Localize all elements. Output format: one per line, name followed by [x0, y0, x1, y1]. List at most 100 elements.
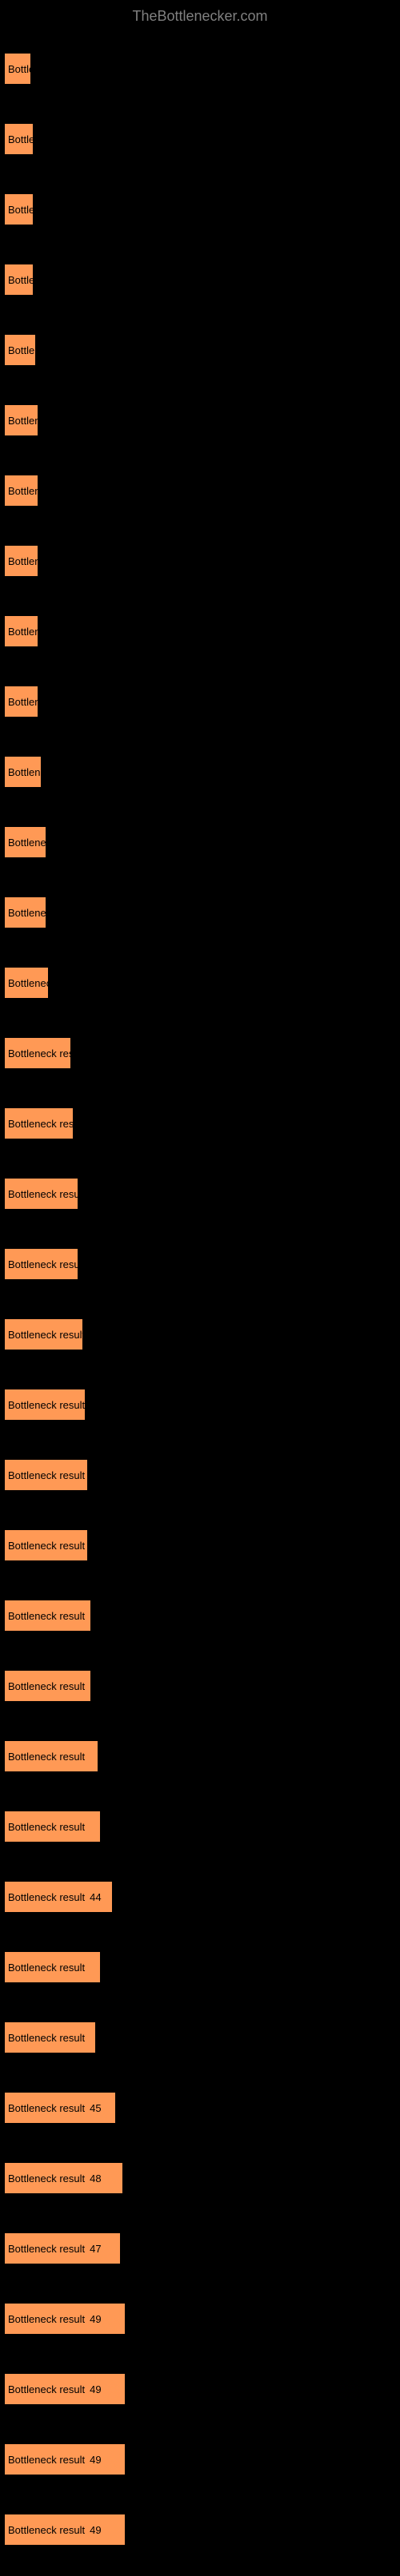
bar-label: Bottleneck result	[8, 415, 38, 427]
bar: Bottleneck result	[4, 193, 34, 225]
bar-row: Bottleneck result	[4, 107, 396, 171]
bar-label: Bottleneck result	[8, 1821, 85, 1833]
bar: Bottleneck result	[4, 686, 38, 718]
bar-label: Bottleneck result	[8, 2102, 85, 2114]
bar: Bottleneck result	[4, 1107, 74, 1139]
bar-label: Bottleneck result	[8, 2524, 85, 2536]
bar: Bottleneck result	[4, 1600, 91, 1632]
bar-label: Bottleneck result	[8, 2454, 85, 2466]
bar-row: Bottleneck result	[4, 670, 396, 733]
bar: Bottleneck result 49	[4, 2303, 126, 2335]
bar: Bottleneck result	[4, 1529, 88, 1561]
bar-value: 48	[90, 2173, 101, 2184]
bar-row: Bottleneck result	[4, 1654, 396, 1718]
bar-row: Bottleneck result 45	[4, 2076, 396, 2140]
bar-row: Bottleneck result 48	[4, 2146, 396, 2210]
bar: Bottleneck result	[4, 404, 38, 436]
bar-label: Bottleneck result	[8, 1047, 70, 1059]
bar: Bottleneck result	[4, 1951, 101, 1983]
bar: Bottleneck result	[4, 1811, 101, 1843]
bar-row: Bottleneck result	[4, 459, 396, 523]
bar-label: Bottleneck result	[8, 1962, 85, 1974]
bar: Bottleneck result	[4, 1389, 86, 1421]
bar-row: Bottleneck result	[4, 881, 396, 944]
bar: Bottleneck result	[4, 1178, 78, 1210]
bar-label: Bottleneck result	[8, 344, 35, 356]
bottleneck-bar-chart: Bottleneck resultBottleneck resultBottle…	[0, 37, 400, 2562]
bar-label: Bottleneck result	[8, 2313, 85, 2325]
bar: Bottleneck result	[4, 334, 36, 366]
bar: Bottleneck result 49	[4, 2443, 126, 2475]
bar-row: Bottleneck result	[4, 318, 396, 382]
bar-label: Bottleneck result	[8, 204, 33, 216]
bar: Bottleneck result44	[4, 1881, 113, 1913]
bar-label: Bottleneck result	[8, 837, 46, 849]
page-header: TheBottlenecker.com	[0, 8, 400, 25]
bar-label: Bottleneck result	[8, 1188, 78, 1200]
bar-row: Bottleneck result	[4, 388, 396, 452]
bar: Bottleneck result	[4, 123, 34, 155]
bar: Bottleneck result 48	[4, 2162, 123, 2194]
bar-label: Bottleneck result	[8, 1399, 85, 1411]
bar-row: Bottleneck result	[4, 1935, 396, 1999]
bar: Bottleneck result	[4, 53, 31, 85]
bar: Bottleneck result	[4, 1740, 98, 1772]
bar: Bottleneck result	[4, 264, 34, 296]
bar-row: Bottleneck result	[4, 1021, 396, 1085]
bar-label: Bottleneck result	[8, 626, 38, 638]
bar: Bottleneck result	[4, 1459, 88, 1491]
bar: Bottleneck result	[4, 967, 49, 999]
bar-row: Bottleneck result	[4, 1513, 396, 1577]
bar-row: Bottleneck result	[4, 1724, 396, 1788]
bar: Bottleneck result	[4, 475, 38, 507]
bar-row: Bottleneck result	[4, 1373, 396, 1437]
bar: Bottleneck result	[4, 826, 46, 858]
bar-row: Bottleneck result	[4, 529, 396, 593]
bar-row: Bottleneck result	[4, 1795, 396, 1858]
bar-label: Bottleneck result	[8, 696, 38, 708]
bar-row: Bottleneck result47	[4, 2216, 396, 2280]
bar-label: Bottleneck result	[8, 2173, 85, 2184]
bar-label: Bottleneck result	[8, 63, 30, 75]
bar-row: Bottleneck result 49	[4, 2498, 396, 2562]
bar-value: 49	[90, 2313, 101, 2325]
bar-label: Bottleneck result	[8, 1680, 85, 1692]
bar: Bottleneck result	[4, 1248, 78, 1280]
bar-value: 45	[90, 2102, 101, 2114]
bar-row: Bottleneck result	[4, 1302, 396, 1366]
bar-row: Bottleneck result	[4, 1091, 396, 1155]
bar-label: Bottleneck result	[8, 766, 41, 778]
bar-row: Bottleneck result	[4, 951, 396, 1015]
bar-label: Bottleneck result	[8, 1469, 85, 1481]
bar-value: 49	[90, 2383, 101, 2395]
bar-row: Bottleneck result	[4, 2006, 396, 2069]
bar-row: Bottleneck result	[4, 1443, 396, 1507]
bar-row: Bottleneck result	[4, 37, 396, 101]
bar-label: Bottleneck result	[8, 1329, 82, 1341]
bar-label: Bottleneck result	[8, 133, 33, 145]
bar-label: Bottleneck result	[8, 555, 38, 567]
bar-value: 49	[90, 2454, 101, 2466]
bar: Bottleneck result	[4, 1037, 71, 1069]
bar-label: Bottleneck result	[8, 2243, 85, 2255]
bar-row: Bottleneck result 49	[4, 2427, 396, 2491]
bar-label: Bottleneck result	[8, 1610, 85, 1622]
bar-label: Bottleneck result	[8, 907, 46, 919]
bar-row: Bottleneck result	[4, 248, 396, 312]
bar-row: Bottleneck result	[4, 1584, 396, 1648]
bar: Bottleneck result 45	[4, 2092, 116, 2124]
bar-label: Bottleneck result	[8, 1540, 85, 1552]
bar: Bottleneck result47	[4, 2232, 121, 2264]
bar-label: Bottleneck result	[8, 1258, 78, 1270]
bar-row: Bottleneck result 49	[4, 2357, 396, 2421]
bar-label: Bottleneck result	[8, 1891, 85, 1903]
bar-label: Bottleneck result	[8, 274, 33, 286]
bar-label: Bottleneck result	[8, 2383, 85, 2395]
bar: Bottleneck result	[4, 2021, 96, 2053]
bar-row: Bottleneck result44	[4, 1865, 396, 1929]
bar-value: 49	[90, 2524, 101, 2536]
bar-label: Bottleneck result	[8, 1118, 73, 1130]
bar-row: Bottleneck result 49	[4, 2287, 396, 2351]
bar: Bottleneck result	[4, 896, 46, 928]
bar: Bottleneck result 49	[4, 2514, 126, 2546]
